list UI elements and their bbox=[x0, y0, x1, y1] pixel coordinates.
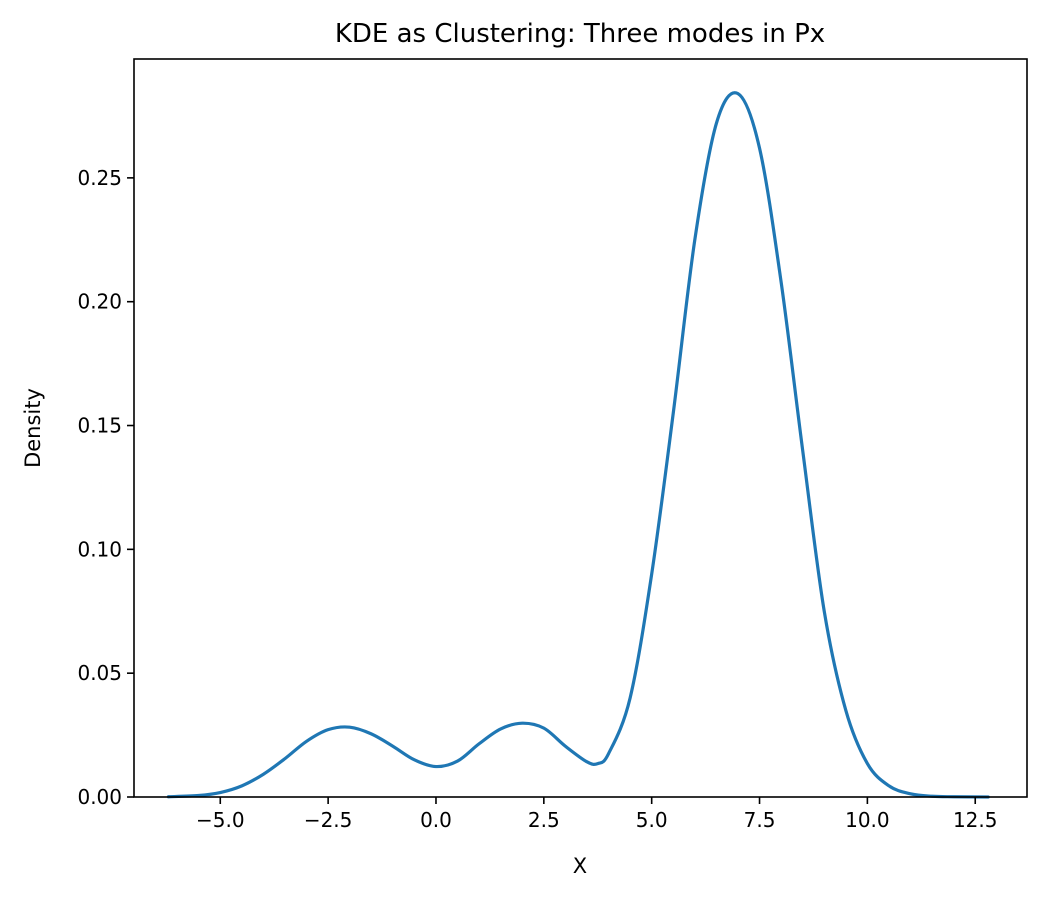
x-tick-label: 5.0 bbox=[636, 808, 668, 832]
x-tick-label: −5.0 bbox=[196, 808, 245, 832]
x-tick-label: 10.0 bbox=[845, 808, 890, 832]
y-tick-label: 0.05 bbox=[77, 661, 122, 685]
x-axis: −5.0 −2.5 0.0 2.5 5.0 7.5 10.0 12.5 bbox=[196, 797, 998, 832]
kde-density-line bbox=[166, 91, 990, 799]
x-tick-label: 0.0 bbox=[420, 808, 452, 832]
y-tick-label: 0.25 bbox=[77, 166, 122, 190]
x-tick-label: −2.5 bbox=[304, 808, 353, 832]
x-axis-label: X bbox=[573, 854, 587, 878]
x-tick-label: 12.5 bbox=[953, 808, 998, 832]
plot-area bbox=[133, 58, 1028, 799]
chart-title: KDE as Clustering: Three modes in Px bbox=[335, 19, 825, 49]
y-tick-label: 0.10 bbox=[77, 537, 122, 561]
x-tick-label: 2.5 bbox=[528, 808, 560, 832]
y-tick-label: 0.00 bbox=[77, 785, 122, 809]
y-axis-label: Density bbox=[21, 388, 45, 468]
plot-frame bbox=[133, 58, 1028, 798]
y-tick-label: 0.15 bbox=[77, 414, 122, 438]
x-tick-label: 7.5 bbox=[744, 808, 776, 832]
y-axis: 0.00 0.05 0.10 0.15 0.20 0.25 bbox=[77, 166, 134, 809]
y-tick-label: 0.20 bbox=[77, 290, 122, 314]
